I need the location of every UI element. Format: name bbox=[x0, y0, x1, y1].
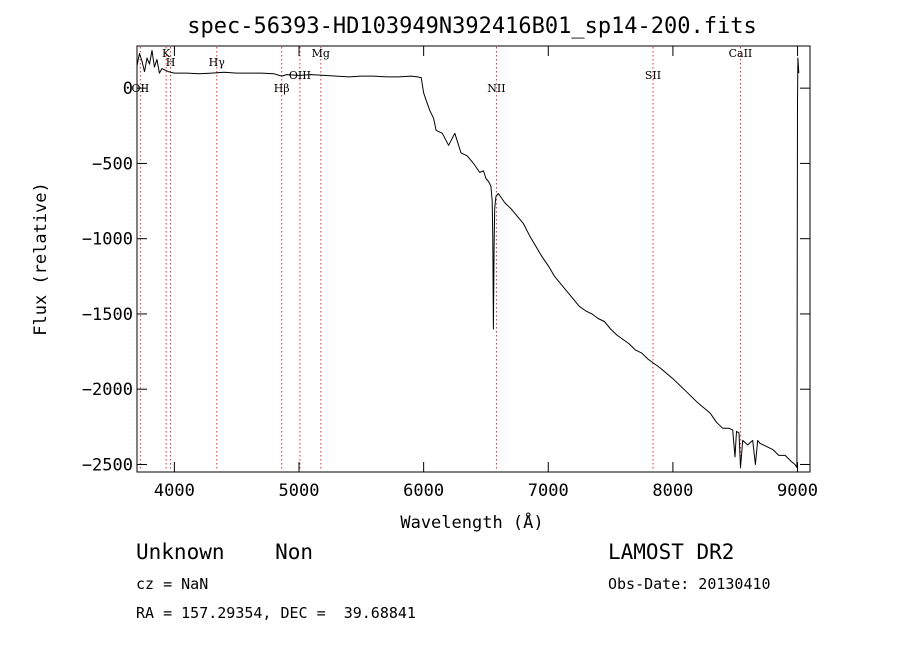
obs-date: Obs-Date: 20130410 bbox=[608, 575, 771, 593]
marker-label-2: H bbox=[166, 56, 176, 69]
marker-label-7: NII bbox=[487, 82, 505, 95]
x-tick-label-2: 6000 bbox=[403, 481, 444, 501]
x-tick-label-1: 5000 bbox=[279, 481, 320, 501]
y-tick-label-3: −1500 bbox=[82, 305, 133, 325]
y-axis-ticks: 0 −500 −1000 −1500 −2000 −2500 bbox=[82, 79, 810, 475]
x-axis-label: Wavelength (Å) bbox=[400, 511, 543, 533]
y-tick-label-1: −500 bbox=[92, 154, 133, 174]
y-axis-label: Flux (relative) bbox=[31, 182, 51, 336]
spectrum-series bbox=[136, 50, 800, 468]
marker-label-1: K bbox=[162, 47, 171, 60]
marker-label-8: SII bbox=[645, 69, 661, 82]
y-tick-label-2: −1000 bbox=[82, 230, 133, 250]
survey-label: LAMOST DR2 bbox=[608, 540, 735, 564]
coordinates: RA = 157.29354, DEC = 39.68841 bbox=[136, 604, 416, 622]
y-tick-label-0: 0 bbox=[123, 79, 133, 99]
x-tick-label-5: 9000 bbox=[777, 481, 818, 501]
spectrum-line-0 bbox=[136, 50, 800, 468]
y-tick-label-4: −2000 bbox=[82, 380, 133, 400]
x-axis-ticks: 4000 5000 6000 7000 8000 9000 bbox=[154, 46, 818, 501]
marker-label-9: CaII bbox=[729, 47, 753, 60]
class-text: Unknown Non bbox=[136, 540, 314, 564]
plot-frame bbox=[136, 45, 811, 473]
marker-label-4: Hβ bbox=[274, 82, 290, 95]
x-tick-label-4: 8000 bbox=[652, 481, 693, 501]
y-tick-label-5: −2500 bbox=[82, 455, 133, 475]
chart-title: spec-56393-HD103949N392416B01_sp14-200.f… bbox=[187, 14, 757, 39]
marker-label-3: Hγ bbox=[209, 56, 226, 69]
cz-value: cz = NaN bbox=[136, 575, 209, 593]
marker-label-6: Mg bbox=[312, 47, 330, 60]
x-tick-label-0: 4000 bbox=[154, 481, 195, 501]
x-tick-label-3: 7000 bbox=[528, 481, 569, 501]
